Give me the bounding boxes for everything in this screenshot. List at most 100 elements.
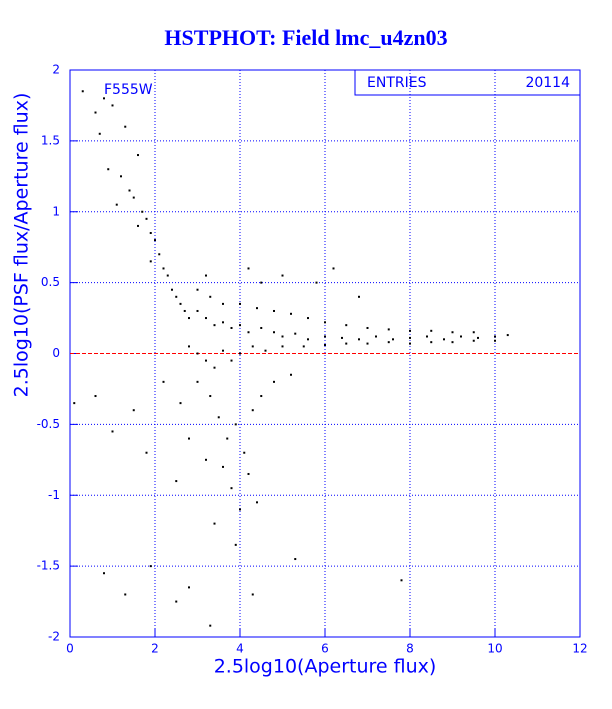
- point: [141, 210, 144, 213]
- point: [124, 125, 127, 128]
- y-tick-label: -2: [48, 630, 60, 644]
- point: [358, 338, 360, 341]
- point: [222, 349, 224, 352]
- point: [209, 624, 212, 627]
- x-tick-label: 0: [66, 642, 74, 656]
- x-tick-label: 4: [236, 642, 244, 656]
- point: [94, 111, 97, 114]
- point: [205, 458, 207, 461]
- x-tick-label: 6: [321, 642, 329, 656]
- point: [234, 423, 237, 426]
- point: [179, 402, 182, 405]
- point: [222, 465, 224, 468]
- point: [230, 487, 233, 490]
- point: [179, 302, 182, 305]
- point: [375, 335, 377, 338]
- point: [273, 309, 275, 312]
- point: [222, 321, 224, 324]
- point: [400, 579, 403, 582]
- point: [149, 232, 152, 235]
- point: [251, 345, 254, 348]
- y-axis-label: 2.5log10(PSF flux/Aperture flux): [11, 93, 33, 398]
- point: [217, 416, 220, 419]
- point: [409, 329, 411, 332]
- point: [281, 345, 284, 348]
- y-tick-label: 2: [52, 63, 60, 77]
- point: [205, 317, 207, 320]
- point: [115, 203, 118, 206]
- y-tick-label: 0: [52, 346, 60, 360]
- point: [251, 593, 254, 596]
- point: [145, 217, 148, 220]
- point: [443, 338, 445, 341]
- point: [73, 402, 76, 405]
- point: [307, 317, 309, 320]
- point: [124, 593, 127, 596]
- point: [247, 472, 250, 475]
- point: [205, 359, 207, 362]
- point: [171, 288, 173, 291]
- point: [98, 132, 101, 135]
- point: [196, 352, 199, 355]
- point: [345, 324, 348, 327]
- point: [281, 274, 284, 277]
- point: [294, 332, 297, 335]
- point: [426, 335, 428, 338]
- point: [213, 324, 216, 327]
- point: [183, 309, 186, 312]
- point: [494, 339, 496, 342]
- point: [111, 104, 114, 107]
- point: [132, 409, 135, 412]
- point: [145, 451, 148, 454]
- y-tick-label: -1.5: [37, 559, 60, 573]
- point: [366, 326, 369, 329]
- point: [81, 90, 84, 93]
- x-tick-label: 12: [572, 642, 587, 656]
- point: [392, 338, 394, 341]
- point: [332, 267, 335, 270]
- point: [294, 558, 297, 561]
- point: [387, 328, 390, 331]
- point: [387, 341, 390, 344]
- point: [451, 341, 454, 344]
- y-tick-label: 1: [52, 204, 60, 218]
- point: [472, 339, 475, 342]
- point: [94, 395, 97, 398]
- point: [472, 331, 475, 334]
- stats-value: 20114: [525, 75, 570, 91]
- point: [341, 336, 343, 339]
- point: [222, 302, 224, 305]
- point: [256, 307, 258, 310]
- point: [149, 565, 152, 568]
- point: [205, 274, 207, 277]
- point: [188, 345, 190, 348]
- point: [281, 335, 284, 338]
- point: [239, 302, 241, 305]
- point: [175, 295, 178, 298]
- point: [162, 267, 165, 270]
- point: [345, 342, 348, 345]
- point: [247, 267, 250, 270]
- point: [128, 189, 131, 192]
- point: [251, 409, 254, 412]
- point: [230, 359, 233, 362]
- point: [103, 572, 105, 575]
- point: [324, 321, 326, 324]
- point: [247, 331, 250, 334]
- point: [243, 451, 246, 454]
- point: [324, 335, 326, 338]
- y-tick-label: 1.5: [41, 133, 60, 147]
- chart-title: HSTPHOT: Field lmc_u4zn03: [164, 25, 447, 50]
- point: [111, 430, 114, 433]
- y-tick-label: -1: [48, 488, 60, 502]
- point: [409, 342, 411, 345]
- x-axis-label: 2.5log10(Aperture flux): [214, 656, 437, 678]
- point: [273, 380, 275, 383]
- point: [506, 334, 509, 337]
- point: [158, 253, 161, 256]
- stats-label: ENTRIES: [367, 75, 427, 91]
- point: [315, 281, 318, 284]
- point: [213, 522, 216, 525]
- point: [302, 345, 305, 348]
- point: [451, 331, 454, 334]
